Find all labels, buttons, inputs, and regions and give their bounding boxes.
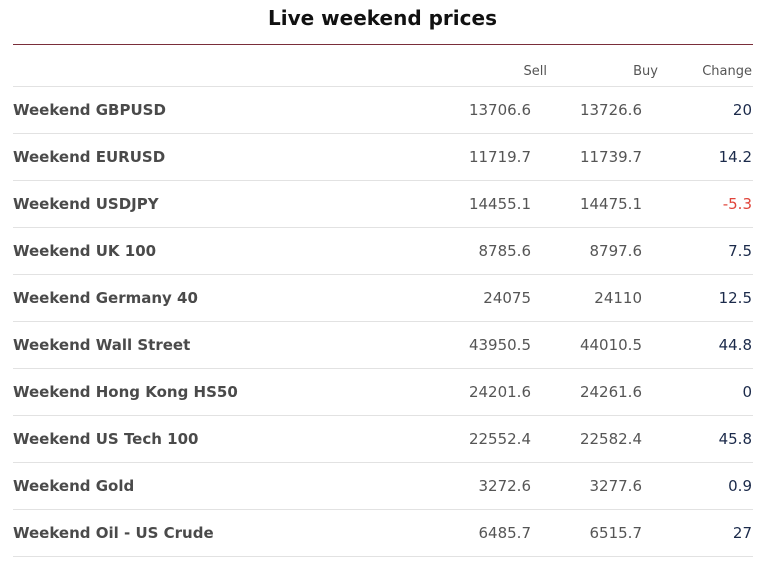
table-row[interactable]: Weekend Gold 3272.6 3277.6 0.9: [13, 463, 753, 510]
table-row[interactable]: Weekend Wall Street 43950.5 44010.5 44.8: [13, 322, 753, 369]
sell-price: 8785.6: [478, 242, 532, 260]
market-name[interactable]: Weekend Wall Street: [13, 336, 191, 354]
table-row[interactable]: Weekend Hong Kong HS50 24201.6 24261.6 0: [13, 369, 753, 416]
market-name[interactable]: Weekend USDJPY: [13, 195, 159, 213]
buy-price: 11739.7: [579, 148, 642, 166]
market-name[interactable]: Weekend GBPUSD: [13, 101, 166, 119]
price-change: 12.5: [718, 289, 752, 307]
sell-price: 24075: [483, 289, 531, 307]
market-name[interactable]: Weekend Gold: [13, 477, 135, 495]
column-header-sell: Sell: [523, 64, 547, 79]
table-row[interactable]: Weekend GBPUSD 13706.6 13726.6 20: [13, 87, 753, 134]
table-row[interactable]: Weekend UK 100 8785.6 8797.6 7.5: [13, 228, 753, 275]
price-change: 27: [732, 524, 752, 542]
market-name[interactable]: Weekend Germany 40: [13, 289, 198, 307]
page-title: Live weekend prices: [268, 6, 497, 30]
table-row[interactable]: Weekend Oil - US Crude 6485.7 6515.7 27: [13, 510, 753, 557]
buy-price: 3277.6: [589, 477, 643, 495]
buy-price: 14475.1: [579, 195, 642, 213]
price-change: 0: [742, 383, 752, 401]
price-change: 44.8: [718, 336, 752, 354]
sell-price: 13706.6: [468, 101, 531, 119]
buy-price: 8797.6: [589, 242, 643, 260]
price-change: 14.2: [718, 148, 752, 166]
sell-price: 3272.6: [478, 477, 532, 495]
price-change: 45.8: [718, 430, 752, 448]
market-name[interactable]: Weekend EURUSD: [13, 148, 166, 166]
sell-price: 6485.7: [478, 524, 532, 542]
buy-price: 22582.4: [579, 430, 642, 448]
sell-price: 11719.7: [468, 148, 531, 166]
table-row[interactable]: Weekend Germany 40 24075 24110 12.5: [13, 275, 753, 322]
buy-price: 13726.6: [579, 101, 642, 119]
market-name[interactable]: Weekend US Tech 100: [13, 430, 199, 448]
title-divider: [13, 44, 753, 45]
price-change: 20: [732, 101, 752, 119]
buy-price: 44010.5: [579, 336, 642, 354]
buy-price: 24261.6: [579, 383, 642, 401]
column-header-buy: Buy: [633, 64, 658, 79]
table-header: Sell Buy Change: [13, 45, 753, 87]
buy-price: 24110: [594, 289, 642, 307]
price-change: -5.3: [722, 195, 752, 213]
column-header-change: Change: [702, 64, 752, 79]
sell-price: 24201.6: [468, 383, 531, 401]
prices-table: Weekend GBPUSD 13706.6 13726.6 20 Weeken…: [13, 87, 753, 557]
market-name[interactable]: Weekend Oil - US Crude: [13, 524, 214, 542]
market-name[interactable]: Weekend UK 100: [13, 242, 157, 260]
sell-price: 22552.4: [468, 430, 531, 448]
sell-price: 43950.5: [468, 336, 531, 354]
table-row[interactable]: Weekend EURUSD 11719.7 11739.7 14.2: [13, 134, 753, 181]
price-change: 7.5: [728, 242, 752, 260]
table-row[interactable]: Weekend USDJPY 14455.1 14475.1 -5.3: [13, 181, 753, 228]
table-row[interactable]: Weekend US Tech 100 22552.4 22582.4 45.8: [13, 416, 753, 463]
price-change: 0.9: [728, 477, 752, 495]
sell-price: 14455.1: [468, 195, 531, 213]
buy-price: 6515.7: [589, 524, 643, 542]
market-name[interactable]: Weekend Hong Kong HS50: [13, 383, 238, 401]
